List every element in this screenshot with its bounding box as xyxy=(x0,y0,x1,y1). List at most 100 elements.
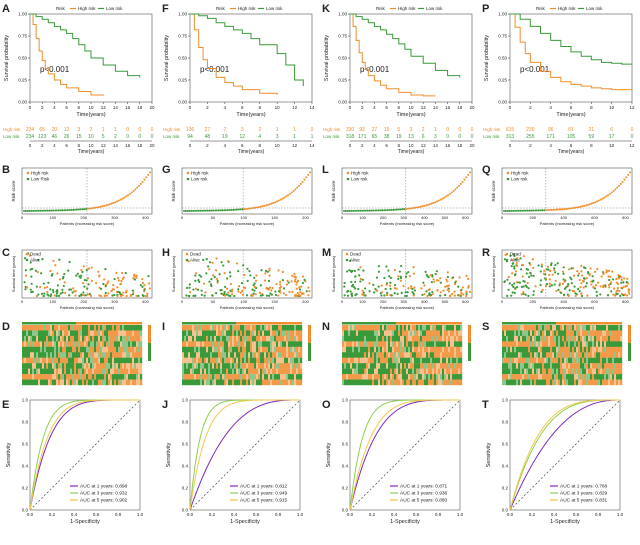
heatmap-cell xyxy=(614,330,617,337)
heatmap-cell xyxy=(210,330,213,337)
heatmap-cell xyxy=(530,352,533,358)
heatmap-cell xyxy=(202,352,205,358)
surv-point-dead xyxy=(551,273,554,276)
heatmap-cell xyxy=(130,341,133,348)
table-xtick-label: 10 xyxy=(609,143,615,148)
roc-ytick-label: 0.4 xyxy=(182,464,189,469)
heatmap-cell xyxy=(230,379,233,386)
heatmap-cell xyxy=(250,341,253,348)
heatmap-cell xyxy=(448,357,451,364)
risk-point-high xyxy=(246,207,249,210)
heatmap-cell xyxy=(216,352,219,358)
heatmap-cell xyxy=(204,368,207,375)
heatmap-cell xyxy=(610,330,613,337)
heatmap-cell xyxy=(538,374,541,380)
heatmap-key-low xyxy=(468,343,471,361)
heatmap-cell xyxy=(194,352,197,358)
heatmap-cell xyxy=(506,352,509,358)
risk-point-high xyxy=(88,207,91,210)
heatmap-cell xyxy=(458,374,461,380)
heatmap-cell xyxy=(598,341,601,348)
heatmap-cell xyxy=(396,330,399,337)
heatmap-cell xyxy=(608,374,611,380)
heatmap-cell xyxy=(300,357,303,364)
surv-point-dead xyxy=(388,284,392,287)
surv-point-dead xyxy=(540,263,543,266)
heatmap-cell xyxy=(598,379,601,386)
heatmap-cell xyxy=(356,341,359,348)
heatmap-cell xyxy=(202,325,205,331)
heatmap-cell xyxy=(262,374,265,380)
surv-point-alive xyxy=(595,290,598,293)
risk-point-high xyxy=(568,207,571,210)
heatmap-cell xyxy=(52,379,55,386)
roc-xtick-label: 1.0 xyxy=(137,512,144,517)
surv-point-dead xyxy=(453,290,456,293)
heatmap-cell xyxy=(216,325,219,331)
heatmap-cell xyxy=(352,341,355,348)
heatmap-cell xyxy=(586,330,589,337)
heatmap-cell xyxy=(620,374,623,380)
heatmap-cell xyxy=(210,379,213,386)
heatmap-cell xyxy=(110,363,113,369)
heatmap-cell xyxy=(298,352,301,358)
heatmap-cell xyxy=(394,357,397,364)
heatmap-cell xyxy=(570,341,573,348)
risk-point-low xyxy=(68,209,71,212)
heatmap-cell xyxy=(186,341,189,348)
heatmap-cell xyxy=(522,346,525,353)
heatmap-cell xyxy=(190,341,193,348)
heatmap-cell xyxy=(596,325,599,331)
roc-ytick-label: 0.2 xyxy=(182,486,189,491)
heatmap-cell xyxy=(290,368,293,375)
km-xtick-label: 0 xyxy=(509,105,512,110)
heatmap-cell xyxy=(126,363,129,369)
surv-point-alive xyxy=(71,291,74,294)
table-xtick-label: 14 xyxy=(433,143,439,148)
heatmap-cell xyxy=(460,335,463,342)
heatmap-cell xyxy=(522,341,525,348)
heatmap-cell xyxy=(296,325,299,331)
surv-point-dead xyxy=(602,272,605,275)
heatmap-cell xyxy=(90,363,93,369)
heatmap-cell xyxy=(26,346,29,353)
heatmap-cell xyxy=(30,341,33,348)
heatmap-cell xyxy=(582,335,585,342)
heatmap-cell xyxy=(26,368,29,375)
heatmap-cell xyxy=(186,357,189,364)
heatmap-cell xyxy=(342,357,345,364)
heatmap-cell xyxy=(270,346,273,353)
heatmap-cell xyxy=(84,374,87,380)
heatmap-cell xyxy=(608,368,611,375)
heatmap-cell xyxy=(586,352,589,358)
km-xtick-label: 12 xyxy=(101,105,107,110)
risk-point-high xyxy=(252,207,255,210)
heatmap-cell xyxy=(102,379,105,386)
heatmap-cell xyxy=(448,325,451,331)
heatmap-cell xyxy=(82,368,85,375)
surv-point-alive xyxy=(76,272,80,275)
heatmap-cell xyxy=(374,341,377,348)
heatmap-cell xyxy=(254,341,257,348)
risk-point-low xyxy=(61,209,64,212)
heatmap-cell xyxy=(524,374,527,380)
heatmap-cell xyxy=(238,341,241,348)
surv-point-alive xyxy=(389,287,392,290)
heatmap-cell xyxy=(126,374,129,380)
heatmap-cell xyxy=(570,330,573,337)
heatmap-cell xyxy=(354,325,357,331)
heatmap-cell xyxy=(220,335,223,342)
heatmap-cell xyxy=(398,330,401,337)
surv-point-alive xyxy=(34,269,38,272)
heatmap-cell xyxy=(426,341,429,348)
surv-point-alive xyxy=(208,261,212,264)
heatmap-cell xyxy=(428,346,431,353)
heatmap-cell xyxy=(578,346,581,353)
surv-point-dead xyxy=(74,290,77,293)
table-xtick-label: 2 xyxy=(206,143,209,148)
heatmap-cell xyxy=(270,368,273,375)
heatmap-cell xyxy=(280,368,283,375)
heatmap-cell xyxy=(272,357,275,364)
heatmap-cell xyxy=(66,368,69,375)
heatmap-cell xyxy=(580,341,583,348)
